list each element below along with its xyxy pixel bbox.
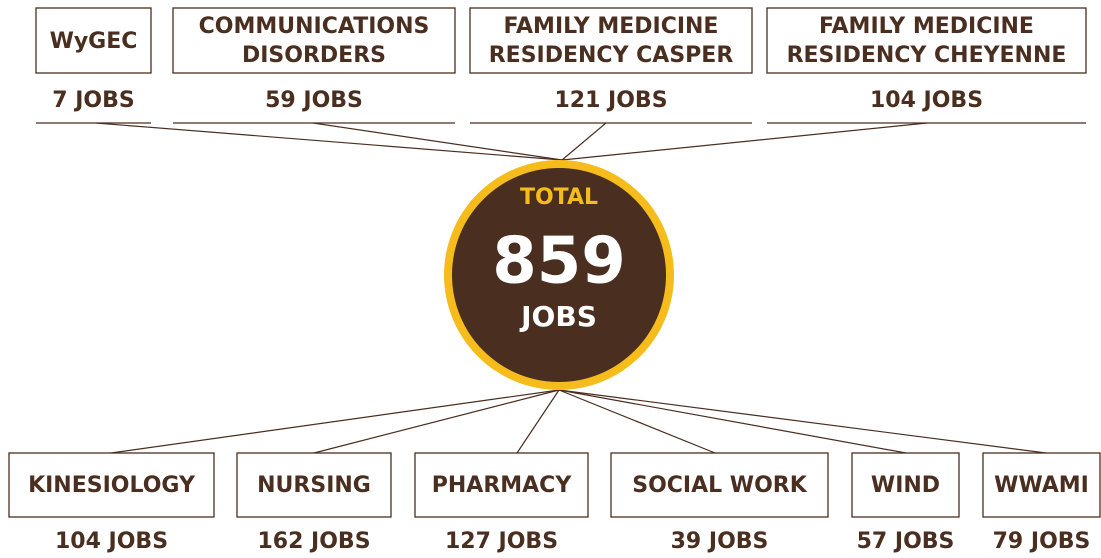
total-label: TOTAL xyxy=(520,185,598,210)
connector xyxy=(558,389,716,454)
node-jobs: 121 JOBS xyxy=(554,88,667,113)
node-name: FAMILY MEDICINE xyxy=(504,14,719,39)
connector xyxy=(312,122,563,161)
node-box xyxy=(414,452,589,518)
node-name: WIND xyxy=(871,473,940,498)
node-box xyxy=(8,452,215,518)
node-jobs: 162 JOBS xyxy=(257,529,370,554)
node-name: FAMILY MEDICINE xyxy=(819,14,1034,39)
node-jobs: 57 JOBS xyxy=(857,529,955,554)
node-jobs: 104 JOBS xyxy=(55,529,168,554)
connector xyxy=(558,389,1047,454)
node-box xyxy=(610,452,829,518)
connector xyxy=(558,389,907,454)
node-name: SOCIAL WORK xyxy=(632,473,807,498)
node-name: KINESIOLOGY xyxy=(28,473,196,498)
node-name: WWAMI xyxy=(994,473,1089,498)
node-box xyxy=(236,452,392,518)
connector xyxy=(516,389,560,454)
node-name: WyGEC xyxy=(50,29,138,54)
node-jobs: 104 JOBS xyxy=(870,88,983,113)
node-name: COMMUNICATIONS xyxy=(199,14,430,39)
node-box xyxy=(469,7,753,74)
node-jobs: 59 JOBS xyxy=(265,88,363,113)
node-jobs: 39 JOBS xyxy=(671,529,769,554)
node-name: PHARMACY xyxy=(432,473,573,498)
connector xyxy=(95,122,563,161)
node-box xyxy=(982,452,1101,518)
node-box xyxy=(172,7,456,74)
connector xyxy=(313,389,560,454)
connector xyxy=(561,122,928,161)
node-box xyxy=(35,7,152,74)
node-name: NURSING xyxy=(257,473,371,498)
node-name: DISORDERS xyxy=(242,43,386,68)
total-unit: JOBS xyxy=(519,300,597,333)
node-box xyxy=(766,7,1087,74)
node-jobs: 79 JOBS xyxy=(993,529,1091,554)
node-box xyxy=(851,452,960,518)
node-name: RESIDENCY CHEYENNE xyxy=(787,43,1067,68)
node-jobs: 7 JOBS xyxy=(52,88,134,113)
total-value: 859 xyxy=(492,225,626,299)
node-jobs: 127 JOBS xyxy=(445,529,558,554)
node-name: RESIDENCY CASPER xyxy=(489,43,734,68)
connector xyxy=(561,122,607,161)
nodes: WyGEC 7 JOBS COMMUNICATIONS DISORDERS 59 JOB… xyxy=(8,7,1101,554)
total-circle xyxy=(452,168,666,382)
connector xyxy=(110,389,560,454)
